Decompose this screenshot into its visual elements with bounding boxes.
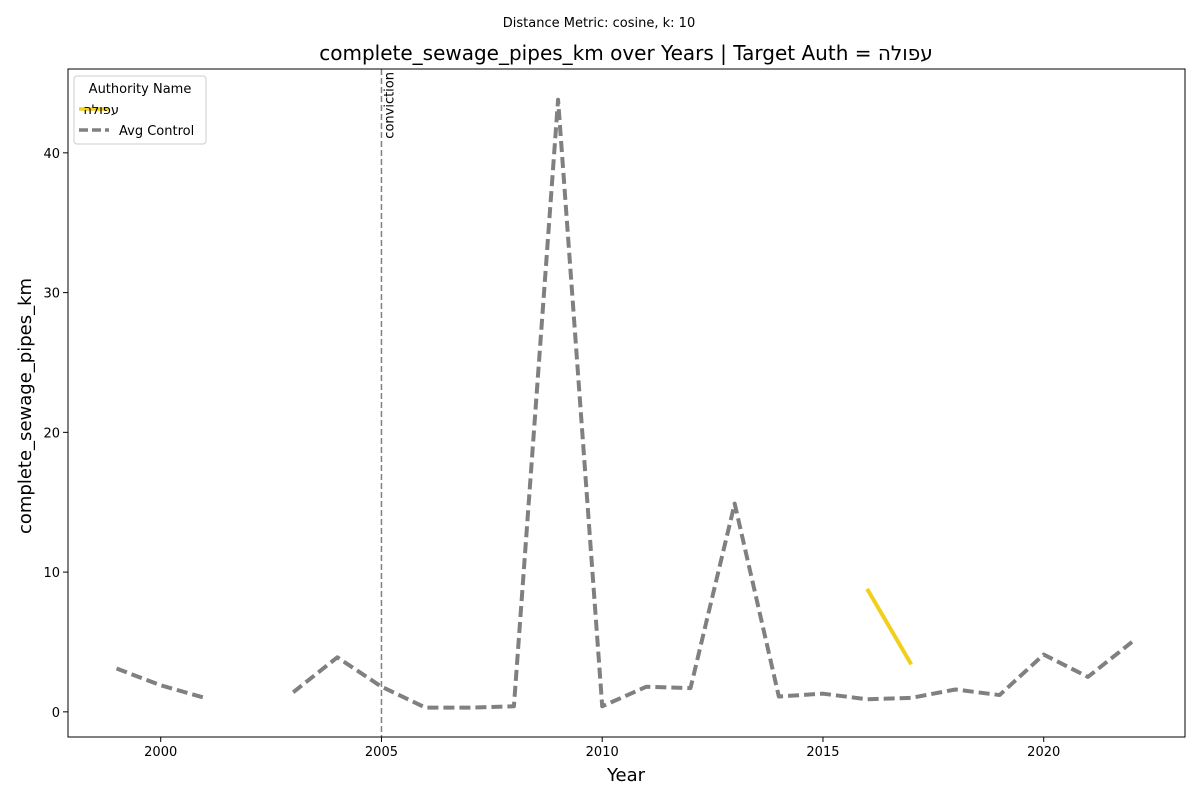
plot-frame [67, 68, 1186, 738]
y-tick-label: 30 [43, 287, 60, 302]
series-line-1-segment-1 [291, 97, 1134, 710]
series-line-0-segment-0 [865, 587, 913, 666]
legend: Authority Name עפולה Avg Control [73, 75, 207, 145]
x-tick-label: 2000 [144, 745, 177, 760]
reference-vline-label: conviction [382, 72, 397, 139]
figure-suptitle: Distance Metric: cosine, k: 10 [503, 16, 695, 31]
plot-area: conviction 2000 2005 2010 2015 2020 0 10 20 30 40 [43, 68, 1186, 760]
x-tick-label: 2005 [365, 745, 398, 760]
y-axis-label: complete_sewage_pipes_km [15, 278, 36, 534]
y-tick-label: 40 [43, 147, 60, 162]
x-tick-label: 2020 [1027, 745, 1060, 760]
series-line-1-segment-0 [115, 666, 206, 700]
y-tick-label: 0 [52, 706, 60, 721]
legend-title: Authority Name [89, 82, 192, 97]
x-tick-label: 2015 [806, 745, 839, 760]
y-tick-label: 10 [43, 566, 60, 581]
legend-box [73, 75, 207, 145]
legend-label-control: Avg Control [119, 124, 194, 139]
legend-label-target: עפולה [83, 103, 119, 118]
y-tick-label: 20 [43, 426, 60, 441]
chart-title: complete_sewage_pipes_km over Years | Ta… [319, 41, 933, 65]
x-axis-label: Year [606, 765, 646, 786]
x-tick-label: 2010 [586, 745, 619, 760]
